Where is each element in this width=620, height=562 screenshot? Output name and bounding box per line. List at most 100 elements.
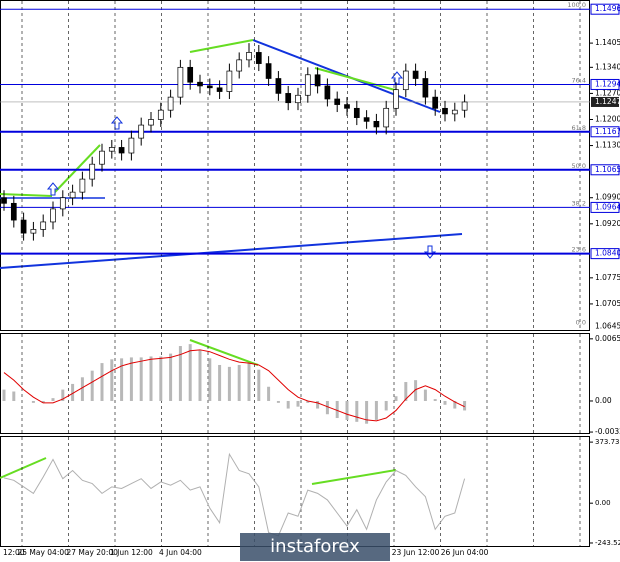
candle-body	[451, 109, 458, 115]
y-tick-label: -0.00328	[595, 427, 620, 436]
histogram-bar	[335, 400, 339, 419]
candle-body	[393, 89, 399, 109]
fib-label: 38.2	[572, 199, 586, 207]
histogram-bar	[149, 356, 153, 401]
histogram-bar	[110, 359, 114, 401]
candle-body	[412, 70, 419, 79]
histogram-bar	[296, 400, 300, 407]
y-tick-label: 1.1405	[595, 38, 620, 47]
y-tick-label: 1.1130	[595, 141, 620, 150]
candle-body	[334, 98, 341, 105]
histogram-bar	[12, 391, 16, 401]
histogram-bar	[276, 400, 280, 403]
divergence-line	[311, 469, 397, 485]
level-price-label: 1.0645	[595, 321, 620, 330]
histogram-bar	[51, 398, 55, 401]
histogram-bar	[423, 389, 427, 401]
y-tick-label: 0.00656	[595, 334, 620, 343]
histogram-bar	[208, 358, 212, 401]
candle-body	[69, 191, 76, 199]
y-tick-label: -243.5270	[595, 539, 620, 547]
candle-body	[314, 74, 321, 87]
histogram-bar	[31, 400, 35, 403]
candle-body	[402, 70, 409, 91]
candle-body	[304, 74, 311, 96]
candle-body	[353, 107, 360, 118]
price-panel	[0, 0, 590, 331]
last-price-box	[591, 96, 619, 107]
candle-body	[246, 52, 252, 61]
candle-body	[108, 147, 115, 152]
x-tick-label: 4 Jun 04:00	[159, 548, 202, 557]
histogram-bar	[218, 364, 222, 401]
annotations	[0, 39, 463, 485]
cci-line	[3, 452, 466, 537]
histogram-bar	[453, 400, 457, 409]
histogram-bar	[286, 400, 290, 409]
histogram-bar	[267, 386, 271, 401]
candle-body	[40, 221, 47, 230]
candle-body	[59, 197, 66, 210]
level-price-label: 1.1496	[595, 4, 620, 13]
histogram-bar	[120, 358, 124, 401]
candle-body	[148, 119, 154, 126]
candle-body	[157, 109, 164, 120]
histogram-bar	[374, 400, 378, 420]
histogram-bar	[257, 369, 261, 401]
candle-body	[344, 104, 350, 109]
up-arrow	[46, 182, 60, 196]
fib-label: 61.8	[572, 124, 586, 132]
level-price-label: 1.1167	[595, 127, 620, 136]
x-tick-label: 23 Jun 12:00	[392, 548, 440, 557]
fib-label: 76.4	[572, 76, 586, 84]
divergence-line	[314, 67, 396, 91]
candle-body	[383, 107, 390, 128]
candle-body	[422, 78, 429, 98]
level-price-box	[590, 248, 620, 260]
candle-body	[30, 229, 37, 234]
candle-body	[10, 202, 17, 221]
level-price-label: 1.1294	[595, 79, 620, 88]
candle-body	[177, 66, 184, 98]
candle-body	[50, 208, 56, 223]
panel-frames	[0, 0, 590, 547]
candle-body	[324, 85, 331, 100]
candle-body	[89, 163, 96, 180]
level-price-box	[590, 3, 620, 15]
candle-body	[461, 101, 468, 111]
watermark: instaforex	[270, 536, 360, 557]
candle-body	[20, 219, 27, 234]
histogram-bar	[61, 389, 65, 401]
divergence-line	[189, 339, 259, 366]
y-tick-label: 1.1270	[595, 88, 620, 97]
up-arrow	[390, 71, 404, 85]
level-price-box	[590, 78, 620, 90]
candle-body	[363, 117, 370, 122]
candle-body	[187, 66, 194, 83]
histogram-bar	[139, 357, 143, 401]
histogram-bar	[463, 400, 467, 411]
x-tick-label: 27 May 20:00	[66, 548, 118, 557]
histogram-bar	[247, 363, 251, 401]
x-tick-label: 1 Jun 12:00	[110, 548, 153, 557]
histogram-bar	[169, 353, 173, 401]
last-price-label: 1.1247	[595, 97, 620, 106]
candle-body	[128, 137, 135, 154]
level-price-label: 1.0840	[595, 249, 620, 258]
candle-body	[138, 124, 145, 139]
y-tick-label: 0.00	[595, 396, 612, 405]
histogram-bar	[100, 363, 104, 401]
level-price-box	[590, 126, 620, 138]
signal-line	[3, 349, 465, 422]
histogram-bar	[316, 400, 320, 409]
y-tick-label: 1.1340	[595, 62, 620, 71]
candle-body	[255, 52, 262, 64]
histogram-bar	[159, 356, 163, 401]
down-arrow	[423, 245, 437, 259]
candle-body	[216, 87, 223, 92]
histogram-bar	[306, 400, 310, 403]
candle-body	[275, 78, 282, 94]
histogram-bar	[414, 380, 418, 401]
y-tick-label: 1.0775	[595, 273, 620, 282]
